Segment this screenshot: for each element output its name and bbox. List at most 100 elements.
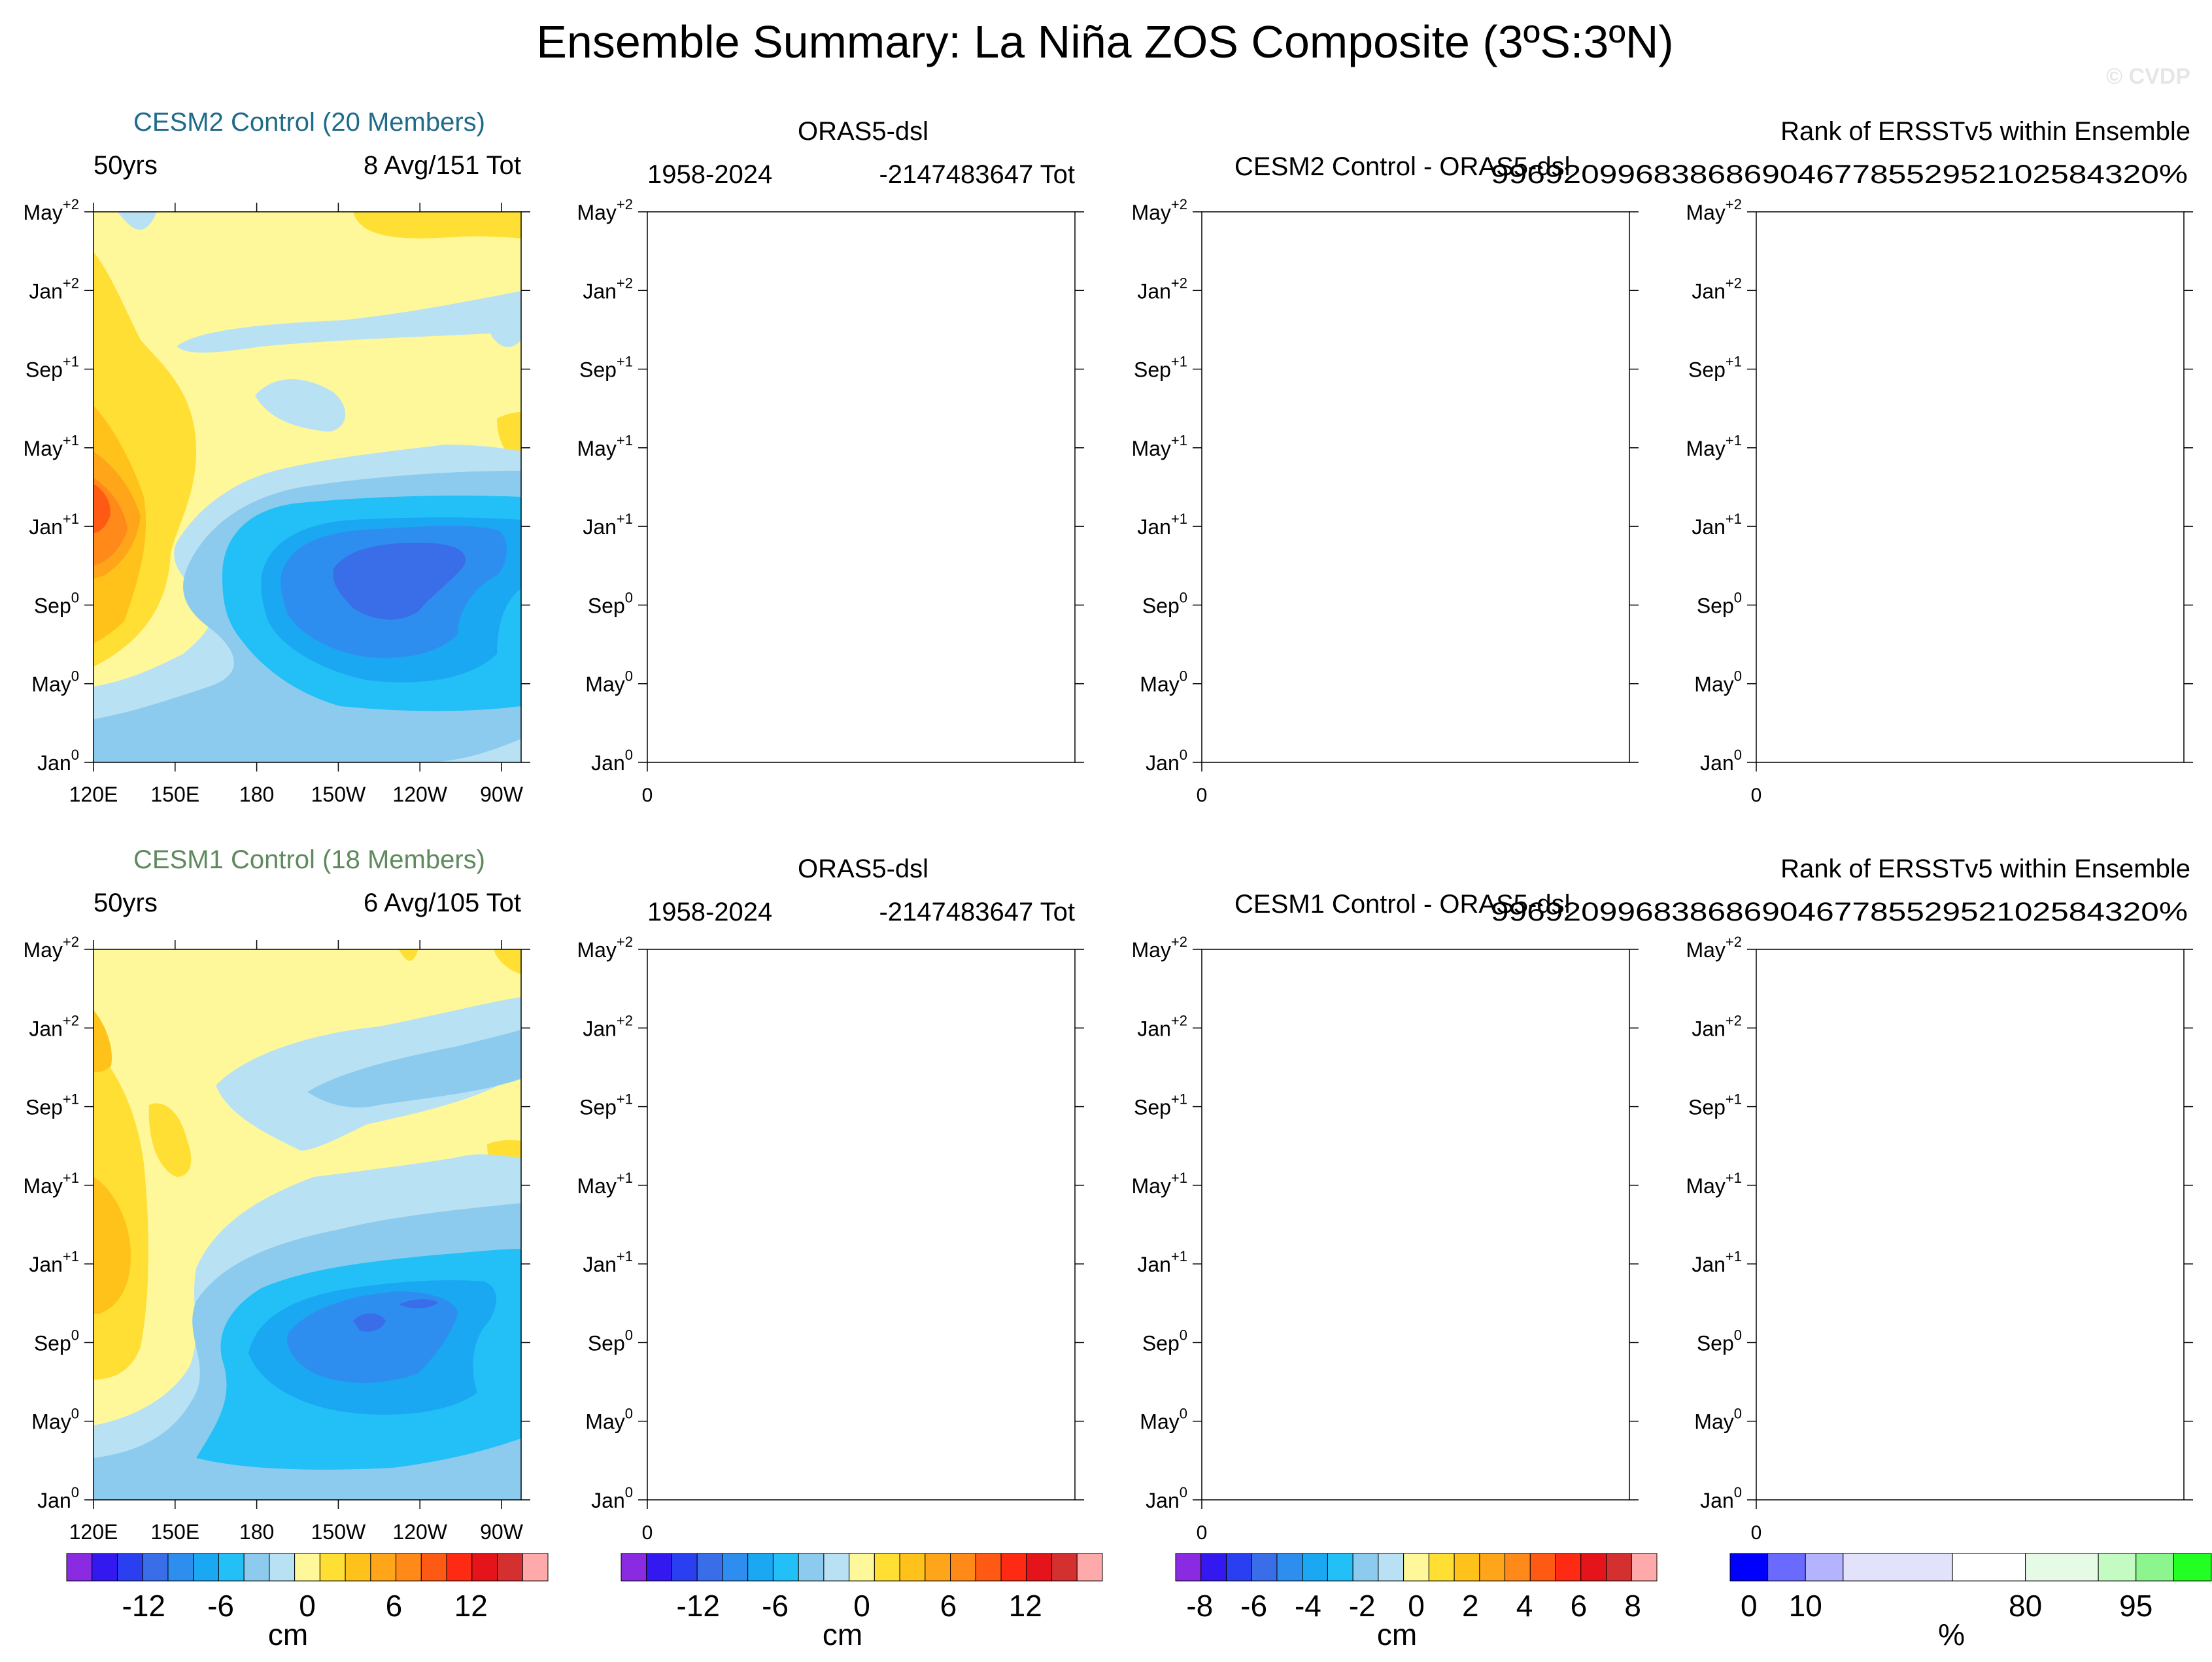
y-tick-label: May+2	[1131, 196, 1187, 224]
y-tick-label: Jan0	[1700, 1484, 1742, 1512]
colorbar-box	[294, 1553, 320, 1582]
y-tick-exponent: +2	[617, 196, 633, 212]
y-tick-exponent: 0	[71, 668, 79, 685]
y-tick-label: Jan0	[591, 1484, 633, 1512]
contour-neg-12-b	[399, 1299, 438, 1309]
y-tick-label: May0	[31, 668, 79, 696]
colorbar-tick-label: 0	[1741, 1589, 1758, 1623]
colorbar-box	[1251, 1553, 1278, 1582]
colorbar-box	[1403, 1553, 1429, 1582]
y-tick-exponent: 0	[1734, 668, 1742, 685]
contour-neg-4-upper	[307, 1030, 521, 1108]
panel-texts: CESM2 Control (20 Members) 50yrs 8 Avg/151…	[94, 108, 2190, 926]
panel-text-r2-c4: Rank of ERSSTv5 within Ensemble 996920996…	[1491, 855, 2190, 926]
y-tick-label: May0	[585, 668, 633, 696]
colorbar-box	[823, 1553, 850, 1582]
colorbar-box	[1428, 1553, 1455, 1582]
colorbar-tick-label: 10	[1789, 1589, 1822, 1623]
y-tick-exponent: +2	[1726, 275, 1742, 291]
y-tick-exponent: +1	[63, 511, 79, 527]
y-tick-exponent: 0	[1180, 1406, 1187, 1422]
colorbar-box	[646, 1553, 672, 1582]
colorbar-tick-label: -6	[1240, 1589, 1267, 1623]
y-tick-label: Sep0	[34, 589, 79, 617]
y-tick-label: Sep+1	[1688, 1091, 1742, 1119]
y-tick-exponent: +2	[63, 934, 79, 950]
colorbar-tick-label: 12	[1009, 1589, 1042, 1623]
y-tick-label: Jan+1	[583, 1248, 633, 1276]
y-tick-label: Jan+2	[583, 275, 633, 303]
panel-model-label: CESM1 Control (18 Members)	[133, 845, 485, 874]
contour-east-pos-top	[353, 212, 521, 239]
y-tick-exponent: +1	[1726, 511, 1742, 527]
colorbar-box	[167, 1553, 194, 1582]
colorbar-box	[1631, 1553, 1658, 1582]
panel-r2-c2: Jan0 May0 Sep0 Jan+1 May+1 Sep+1 Jan+2 May+2 0	[577, 934, 1084, 1544]
colorbar-box	[497, 1553, 523, 1582]
colorbar-box	[2098, 1553, 2137, 1582]
y-tick-exponent: +1	[1726, 432, 1742, 449]
y-tick-label: May+1	[1686, 432, 1742, 460]
y-tick-label: May+1	[577, 432, 633, 460]
colorbar-box	[1555, 1553, 1582, 1582]
y-tick-label: Jan+2	[29, 1012, 79, 1040]
panel-text-r2-c2: ORAS5-dsl 1958-2024 -2147483647 Tot	[647, 855, 1075, 926]
y-tick-exponent: +1	[63, 354, 79, 370]
y-tick-exponent: +2	[1171, 275, 1187, 291]
panel-frame	[647, 211, 1076, 763]
y-tick-label: Jan+1	[1692, 1248, 1742, 1276]
y-tick-label: May0	[1140, 668, 1187, 696]
y-tick-label: Jan+2	[1692, 275, 1742, 303]
colorbar-box	[621, 1553, 647, 1582]
contour-neg-2-blob	[255, 379, 346, 432]
y-tick-label: Jan+1	[1137, 1248, 1187, 1276]
colorbar-box	[1805, 1553, 1844, 1582]
y-tick-exponent: +1	[1171, 511, 1187, 527]
y-tick-exponent: +1	[1726, 1248, 1742, 1264]
y-tick-exponent: 0	[625, 1327, 633, 1343]
y-tick-exponent: +1	[63, 1248, 79, 1264]
y-tick-label: Jan+2	[583, 1012, 633, 1040]
panel-r1-c1: Jan0 May0 Sep0 Jan+1 May+1 Sep+1 Jan+2 May+2 120…	[23, 196, 530, 806]
y-tick-exponent: +2	[1726, 1012, 1742, 1028]
panel-r2-c4: Jan0 May0 Sep0 Jan+1 May+1 Sep+1 Jan+2 May+2 0	[1686, 934, 2193, 1544]
y-tick-exponent: +2	[1726, 934, 1742, 950]
y-tick-label: Jan+1	[1137, 511, 1187, 539]
contour-field-cesm2	[94, 212, 521, 762]
y-tick-exponent: +1	[63, 1091, 79, 1108]
contour-neg-2-band	[177, 291, 521, 353]
x-tick-label: 180	[239, 783, 274, 806]
colorbar-tick-label: 80	[2009, 1589, 2042, 1623]
colorbar-box	[1729, 1553, 1769, 1582]
colorbar-box	[2173, 1553, 2212, 1582]
panel-r2-c3: Jan0 May0 Sep0 Jan+1 May+1 Sep+1 Jan+2 May+2 0	[1131, 934, 1639, 1544]
colorbar-box	[1000, 1553, 1027, 1582]
panel-center-title: CESM2 Control - ORAS5-dsl	[1234, 152, 1570, 181]
panel-center-title: ORAS5-dsl	[798, 855, 928, 883]
colorbar-tick-label: 6	[940, 1589, 957, 1623]
y-tick-label: Jan+2	[29, 275, 79, 303]
y-tick-label: Sep+1	[1134, 1091, 1187, 1119]
y-tick-label: May+2	[1686, 196, 1742, 224]
x-tick-label: 0	[1197, 1522, 1208, 1544]
y-tick-label: Jan0	[1146, 747, 1187, 775]
y-tick-label: May+1	[1131, 432, 1187, 460]
panel-text-r2-c3: CESM1 Control - ORAS5-dsl	[1234, 890, 1570, 919]
panel-frame	[1201, 949, 1630, 1501]
colorbar-tick-label: 95	[2119, 1589, 2152, 1623]
y-tick-exponent: +1	[63, 432, 79, 449]
colorbar-box	[899, 1553, 926, 1582]
x-tick-label: 120E	[69, 1520, 118, 1544]
y-tick-exponent: +1	[617, 432, 633, 449]
y-tick-label: Jan+2	[1137, 1012, 1187, 1040]
colorbar-box	[1843, 1553, 1953, 1582]
colorbar-box	[471, 1553, 498, 1582]
y-tick-exponent: 0	[71, 1327, 79, 1343]
colorbar-tick-label: -4	[1295, 1589, 1321, 1623]
colorbar-tick-label: 6	[386, 1589, 403, 1623]
colorbar-tick-label: 6	[1571, 1589, 1588, 1623]
colorbar-box	[1051, 1553, 1078, 1582]
contour-west-pos-4-b	[94, 1010, 112, 1072]
contour-neg-12	[333, 543, 466, 620]
y-tick-label: May+2	[1686, 934, 1742, 962]
